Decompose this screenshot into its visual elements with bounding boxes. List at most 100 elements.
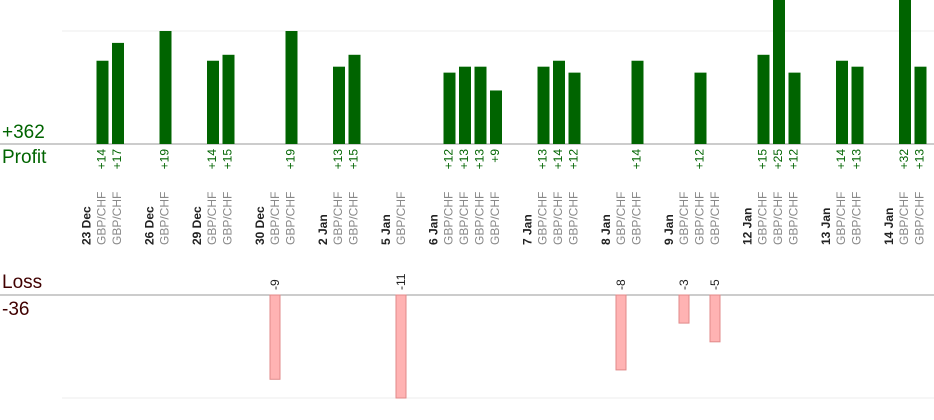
pair-label: GBP/CHF — [708, 192, 722, 245]
loss-bar — [395, 294, 407, 399]
pair-label: GBP/CHF — [536, 192, 550, 245]
profit-bar — [773, 0, 785, 144]
pair-label: GBP/CHF — [158, 192, 172, 245]
profit-bar — [159, 31, 172, 144]
bar-value-label: +14 — [205, 149, 219, 170]
date-label: 5 Jan — [379, 214, 393, 245]
profit-bar — [348, 54, 361, 144]
bar-value-label: +13 — [457, 149, 471, 170]
loss-bar — [678, 294, 690, 324]
profit-bar — [443, 72, 456, 144]
profit-bar — [285, 31, 298, 144]
profit-bar — [333, 66, 345, 144]
profit-bar — [553, 60, 565, 144]
bar-value-label: +15 — [756, 149, 770, 170]
bar-value-label: +13 — [473, 149, 487, 170]
pair-label: GBP/CHF — [457, 192, 471, 245]
pair-label: GBP/CHF — [473, 192, 487, 245]
pair-label: GBP/CHF — [488, 192, 502, 245]
profit-label: Profit — [2, 147, 47, 168]
bar-value-label: -8 — [614, 279, 628, 290]
profit-bar — [914, 66, 927, 144]
date-label: 23 Dec — [80, 206, 94, 245]
date-label: 26 Dec — [143, 206, 157, 245]
loss-bar — [709, 294, 721, 343]
pair-label: GBP/CHF — [677, 192, 691, 245]
pair-label: GBP/CHF — [347, 192, 361, 245]
date-label: 9 Jan — [662, 214, 676, 245]
bar-value-label: +14 — [630, 149, 644, 170]
pair-label: GBP/CHF — [787, 192, 801, 245]
pair-label: GBP/CHF — [442, 192, 456, 245]
date-label: 6 Jan — [427, 214, 441, 245]
bar-value-label: +17 — [110, 149, 124, 170]
bar-value-label: +13 — [913, 149, 927, 170]
date-label: 14 Jan — [882, 208, 896, 245]
profit-bar — [112, 42, 124, 144]
pair-label: GBP/CHF — [850, 192, 864, 245]
pair-label: GBP/CHF — [771, 192, 785, 245]
date-label: 12 Jan — [741, 208, 755, 245]
pair-label: GBP/CHF — [394, 192, 408, 245]
bar-value-label: +14 — [834, 149, 848, 170]
bar-value-label: +13 — [331, 149, 345, 170]
bar-value-label: +14 — [95, 149, 109, 170]
date-label: 7 Jan — [521, 214, 535, 245]
pair-label: GBP/CHF — [221, 192, 235, 245]
pair-label: GBP/CHF — [630, 192, 644, 245]
profit-total: +362 — [2, 122, 45, 143]
profit-bar — [631, 60, 644, 144]
profit-bar — [757, 54, 770, 144]
profit-bar — [222, 54, 235, 144]
profit-bar — [474, 66, 487, 144]
pair-label: GBP/CHF — [756, 192, 770, 245]
bar-value-label: +14 — [551, 149, 565, 170]
pair-label: GBP/CHF — [551, 192, 565, 245]
profit-bar — [899, 0, 911, 144]
pair-label: GBP/CHF — [693, 192, 707, 245]
pair-label: GBP/CHF — [913, 192, 927, 245]
date-label: 13 Jan — [819, 208, 833, 245]
profit-bar — [694, 72, 707, 144]
date-label: 8 Jan — [599, 214, 613, 245]
profit-bar — [851, 66, 864, 144]
profit-bar — [836, 60, 848, 144]
loss-bar — [615, 294, 627, 371]
bar-value-label: -5 — [708, 279, 722, 290]
bar-value-label: +19 — [284, 149, 298, 170]
bar-value-label: +15 — [347, 149, 361, 170]
bar-value-label: +25 — [771, 149, 785, 170]
loss-bar — [269, 294, 281, 380]
date-label: 2 Jan — [316, 214, 330, 245]
bar-value-label: +32 — [897, 149, 911, 170]
pair-label: GBP/CHF — [897, 192, 911, 245]
bar-value-label: -11 — [394, 273, 408, 290]
pair-label: GBP/CHF — [284, 192, 298, 245]
profit-bar — [207, 60, 219, 144]
bar-value-label: +19 — [158, 149, 172, 170]
profit-bar — [537, 66, 550, 144]
profit-bar — [490, 90, 502, 144]
profit-bar — [459, 66, 471, 144]
loss-total: -36 — [2, 299, 30, 320]
pair-label: GBP/CHF — [614, 192, 628, 245]
bar-value-label: +12 — [787, 149, 801, 170]
bar-value-label: +13 — [850, 149, 864, 170]
profit-bar — [568, 72, 581, 144]
bar-value-label: +13 — [536, 149, 550, 170]
bar-value-label: +9 — [488, 149, 502, 163]
bar-value-label: +12 — [693, 149, 707, 170]
bar-value-label: -3 — [677, 279, 691, 290]
loss-label: Loss — [2, 272, 43, 293]
profit-bar — [788, 72, 801, 144]
profit-bar — [96, 60, 109, 144]
date-label: 30 Dec — [253, 206, 267, 245]
pair-label: GBP/CHF — [268, 192, 282, 245]
bar-value-label: +12 — [567, 149, 581, 170]
pair-label: GBP/CHF — [834, 192, 848, 245]
pair-label: GBP/CHF — [95, 192, 109, 245]
bar-value-label: +15 — [221, 149, 235, 170]
date-label: 29 Dec — [190, 206, 204, 245]
